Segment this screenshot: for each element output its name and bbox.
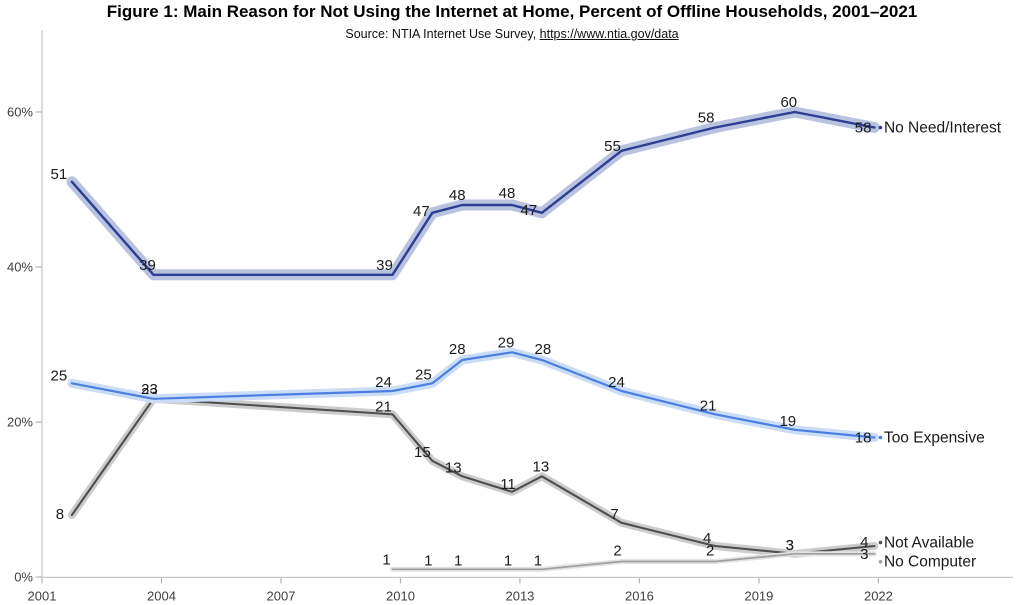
- source-link[interactable]: https://www.ntia.gov/data: [539, 27, 679, 41]
- series-line: [391, 552, 876, 571]
- data-label: 28: [535, 341, 552, 358]
- data-label: 58: [855, 120, 872, 137]
- data-label: 48: [449, 187, 466, 204]
- x-axis-tick-label: 2022: [864, 589, 893, 604]
- data-label: 1: [534, 552, 542, 569]
- data-label: 24: [375, 374, 392, 391]
- series-name-label: Too Expensive: [884, 429, 985, 446]
- series-end-marker: [878, 125, 883, 130]
- data-label: 25: [51, 367, 68, 384]
- data-label: 3: [786, 537, 794, 554]
- x-axis-tick-label: 2007: [267, 589, 296, 604]
- data-label: 28: [449, 341, 466, 358]
- series-line: [70, 110, 876, 276]
- x-axis-tick-label: 2019: [744, 589, 773, 604]
- data-label: 25: [415, 366, 432, 383]
- y-axis-tick-label: 40%: [7, 260, 33, 275]
- data-label: 1: [382, 551, 390, 568]
- data-label: 1: [424, 552, 432, 569]
- data-label: 3: [860, 546, 868, 563]
- data-label: 13: [445, 459, 462, 476]
- figure-source: Source: NTIA Internet Use Survey, https:…: [0, 27, 1024, 41]
- data-label: 24: [608, 374, 625, 391]
- data-label: 15: [414, 444, 431, 461]
- data-label: 47: [521, 202, 538, 219]
- series-name-label: No Need/Interest: [884, 119, 1002, 136]
- data-label: 1: [504, 552, 512, 569]
- series-band: [67, 347, 879, 442]
- series-name-label: No Computer: [884, 554, 976, 571]
- data-label: 4: [860, 534, 868, 551]
- y-axis-tick-label: 20%: [7, 415, 33, 430]
- data-label: 60: [780, 94, 797, 111]
- y-axis-tick-label: 0%: [14, 570, 33, 585]
- y-axis-tick-label: 60%: [7, 105, 33, 120]
- x-axis-tick-label: 2004: [147, 589, 176, 604]
- data-label: 18: [855, 430, 872, 447]
- x-axis-tick-label: 2001: [28, 589, 57, 604]
- data-label: 19: [779, 413, 796, 430]
- data-label: 48: [499, 185, 516, 202]
- x-axis-tick-label: 2010: [386, 589, 415, 604]
- data-label: 13: [533, 458, 550, 475]
- data-label: 51: [51, 166, 68, 183]
- series-name-label: Not Available: [884, 534, 974, 551]
- data-label: 58: [698, 110, 715, 127]
- data-label: 4: [703, 530, 711, 547]
- series-end-marker: [878, 540, 883, 545]
- series-end-marker: [878, 559, 883, 564]
- data-label: 23: [141, 381, 158, 398]
- x-axis-tick-label: 2016: [625, 589, 654, 604]
- series-band: [66, 106, 880, 281]
- data-label: 7: [610, 506, 618, 523]
- data-label: 1: [454, 552, 462, 569]
- x-axis-tick-label: 2013: [505, 589, 534, 604]
- data-label: 55: [604, 138, 621, 155]
- data-label: 47: [413, 203, 430, 220]
- data-label: 8: [56, 506, 64, 523]
- source-prefix: Source: NTIA Internet Use Survey,: [345, 27, 540, 41]
- data-label: 39: [139, 257, 156, 274]
- data-label: 2: [613, 543, 621, 560]
- figure-title: Figure 1: Main Reason for Not Using the …: [106, 2, 918, 21]
- data-label: 21: [375, 398, 392, 415]
- data-label: 21: [700, 397, 717, 414]
- data-label: 3: [786, 537, 794, 554]
- series-line: [70, 397, 876, 555]
- data-label: 29: [498, 334, 515, 351]
- data-label: 11: [500, 476, 516, 493]
- series-end-marker: [878, 435, 883, 440]
- data-label: 39: [376, 257, 393, 274]
- data-label: 2: [706, 543, 714, 560]
- series-line: [70, 351, 876, 439]
